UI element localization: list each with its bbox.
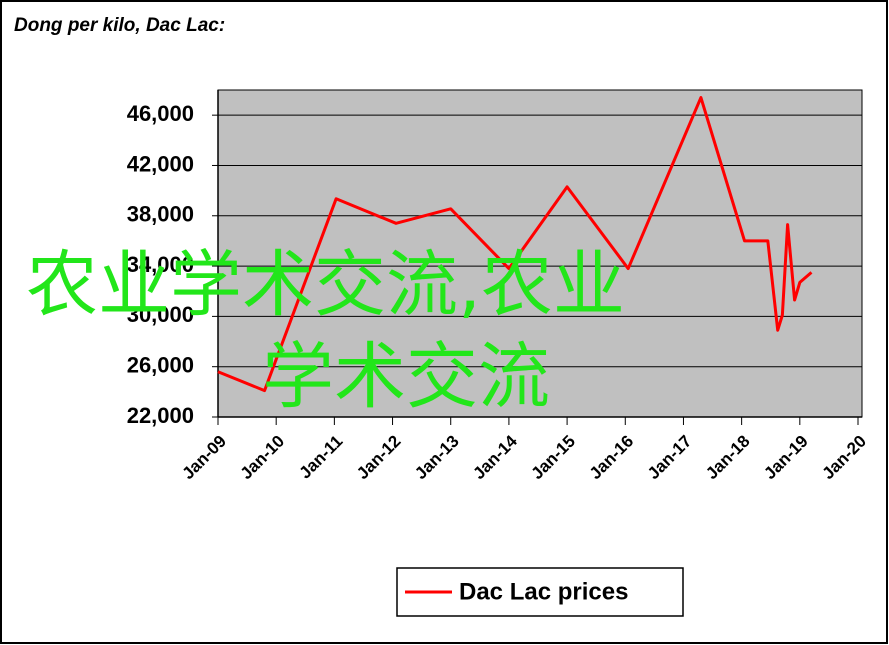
plot-area: [217, 89, 863, 418]
y-tick-label: 46,000: [127, 101, 194, 126]
chart-title: Dong per kilo, Dac Lac:: [14, 15, 225, 36]
legend-label: Dac Lac prices: [459, 578, 628, 605]
y-tick-label: 22,000: [127, 403, 194, 428]
y-tick-label: 34,000: [127, 252, 194, 277]
watermark: 农业学术交流,农业: [26, 243, 625, 327]
y-tick-label: 38,000: [127, 202, 194, 227]
watermark: 学术交流: [262, 335, 550, 419]
y-tick-label: 26,000: [127, 353, 194, 378]
legend-box: [396, 567, 684, 617]
line: [217, 96, 813, 393]
y-tick-label: 30,000: [127, 302, 194, 327]
y-tick-label: 42,000: [127, 151, 194, 176]
